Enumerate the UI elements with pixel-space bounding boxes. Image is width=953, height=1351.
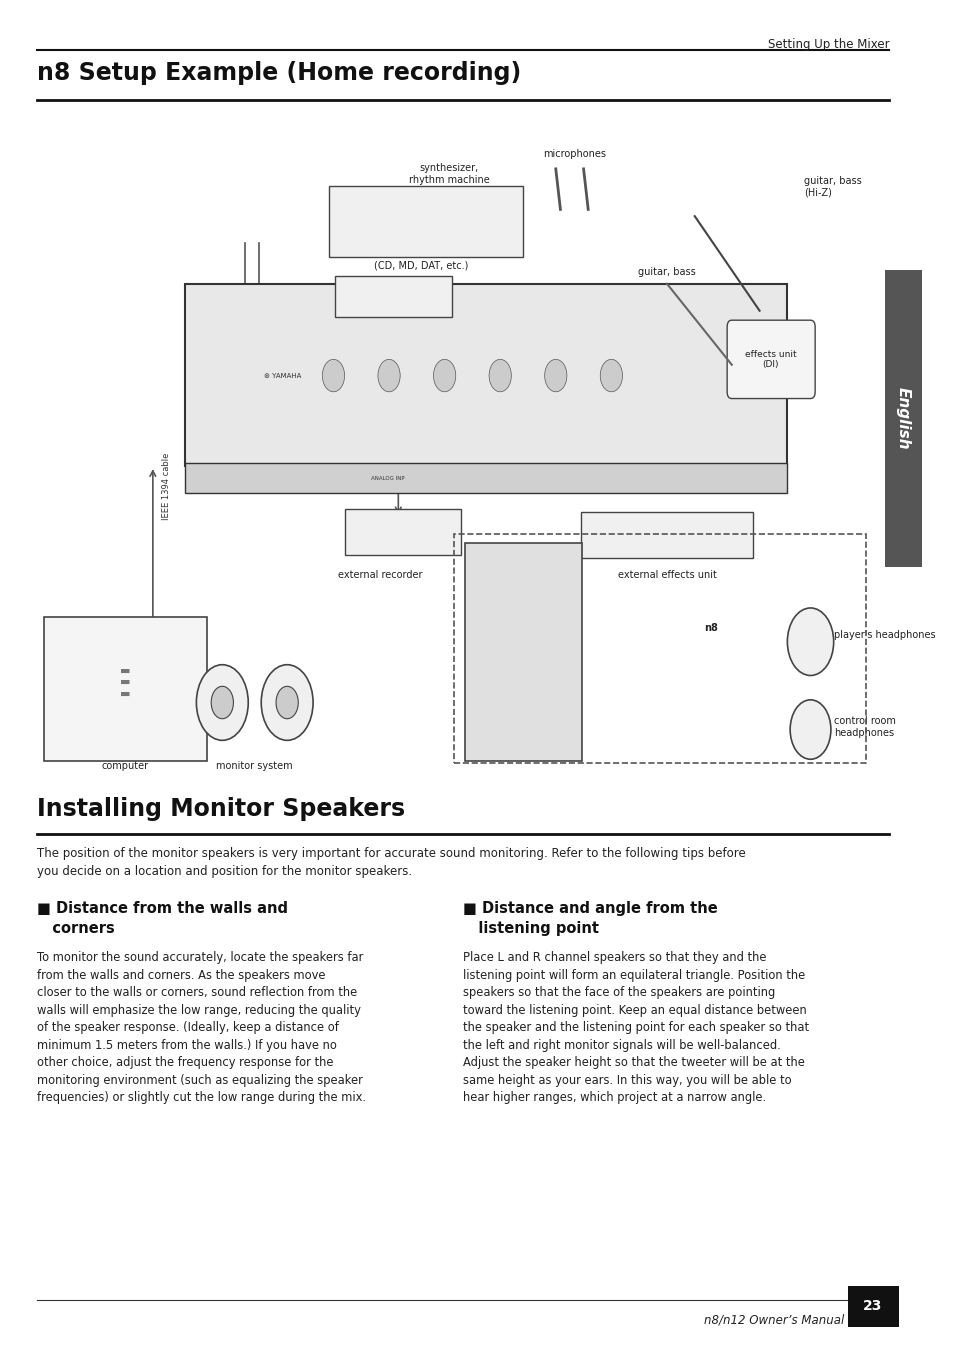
FancyBboxPatch shape: [185, 284, 786, 466]
Circle shape: [599, 359, 621, 392]
FancyBboxPatch shape: [726, 320, 814, 399]
Text: guitar, bass
(Hi-Z): guitar, bass (Hi-Z): [803, 176, 861, 197]
FancyBboxPatch shape: [185, 463, 786, 493]
Text: ■ Distance from the walls and
   corners: ■ Distance from the walls and corners: [37, 901, 288, 936]
Circle shape: [489, 359, 511, 392]
Text: ▬
▬
▬: ▬ ▬ ▬: [120, 666, 131, 698]
Text: sound source
(CD, MD, DAT, etc.): sound source (CD, MD, DAT, etc.): [374, 249, 468, 270]
Text: computer: computer: [101, 761, 149, 770]
Text: To monitor the sound accurately, locate the speakers far
from the walls and corn: To monitor the sound accurately, locate …: [37, 951, 366, 1104]
Circle shape: [275, 686, 298, 719]
Text: monitor system: monitor system: [216, 761, 293, 770]
FancyBboxPatch shape: [464, 543, 581, 761]
Text: Installing Monitor Speakers: Installing Monitor Speakers: [37, 797, 405, 821]
FancyBboxPatch shape: [883, 270, 921, 567]
Text: n8 Setup Example (Home recording): n8 Setup Example (Home recording): [37, 61, 520, 85]
Text: MIDI cable: MIDI cable: [225, 357, 234, 400]
Text: Place L and R channel speakers so that they and the
listening point will form an: Place L and R channel speakers so that t…: [462, 951, 808, 1104]
FancyBboxPatch shape: [335, 276, 452, 317]
Text: n8/n12 Owner’s Manual: n8/n12 Owner’s Manual: [703, 1313, 843, 1327]
FancyBboxPatch shape: [329, 186, 523, 257]
Circle shape: [789, 700, 830, 759]
FancyBboxPatch shape: [846, 1286, 898, 1327]
FancyBboxPatch shape: [344, 509, 461, 555]
Text: n8: n8: [703, 623, 717, 634]
Text: effects unit
(DI): effects unit (DI): [744, 350, 796, 369]
Text: Setting Up the Mixer: Setting Up the Mixer: [767, 38, 888, 51]
Text: ■ Distance and angle from the
   listening point: ■ Distance and angle from the listening …: [462, 901, 718, 936]
Circle shape: [786, 608, 833, 676]
Text: synthesizer,
rhythm machine: synthesizer, rhythm machine: [409, 163, 489, 185]
Text: ANALOG INP: ANALOG INP: [370, 476, 404, 481]
FancyBboxPatch shape: [44, 617, 207, 761]
FancyBboxPatch shape: [580, 512, 752, 558]
Text: MIDI cable: MIDI cable: [243, 357, 252, 400]
Text: external effects unit: external effects unit: [617, 570, 716, 580]
Circle shape: [196, 665, 248, 740]
Circle shape: [433, 359, 456, 392]
Circle shape: [322, 359, 344, 392]
Text: English: English: [895, 388, 910, 450]
Text: IEEE 1394 cable: IEEE 1394 cable: [162, 453, 171, 520]
Text: ⊛ YAMAHA: ⊛ YAMAHA: [264, 373, 301, 378]
Text: control room
headphones: control room headphones: [833, 716, 895, 738]
Text: player's headphones: player's headphones: [833, 630, 934, 640]
Text: guitar, bass: guitar, bass: [638, 267, 695, 277]
Circle shape: [211, 686, 233, 719]
Circle shape: [544, 359, 566, 392]
Circle shape: [377, 359, 399, 392]
Text: microphones: microphones: [542, 150, 605, 159]
Text: external recorder: external recorder: [337, 570, 421, 580]
Circle shape: [261, 665, 313, 740]
Text: The position of the monitor speakers is very important for accurate sound monito: The position of the monitor speakers is …: [37, 847, 745, 878]
Text: 23: 23: [862, 1300, 882, 1313]
